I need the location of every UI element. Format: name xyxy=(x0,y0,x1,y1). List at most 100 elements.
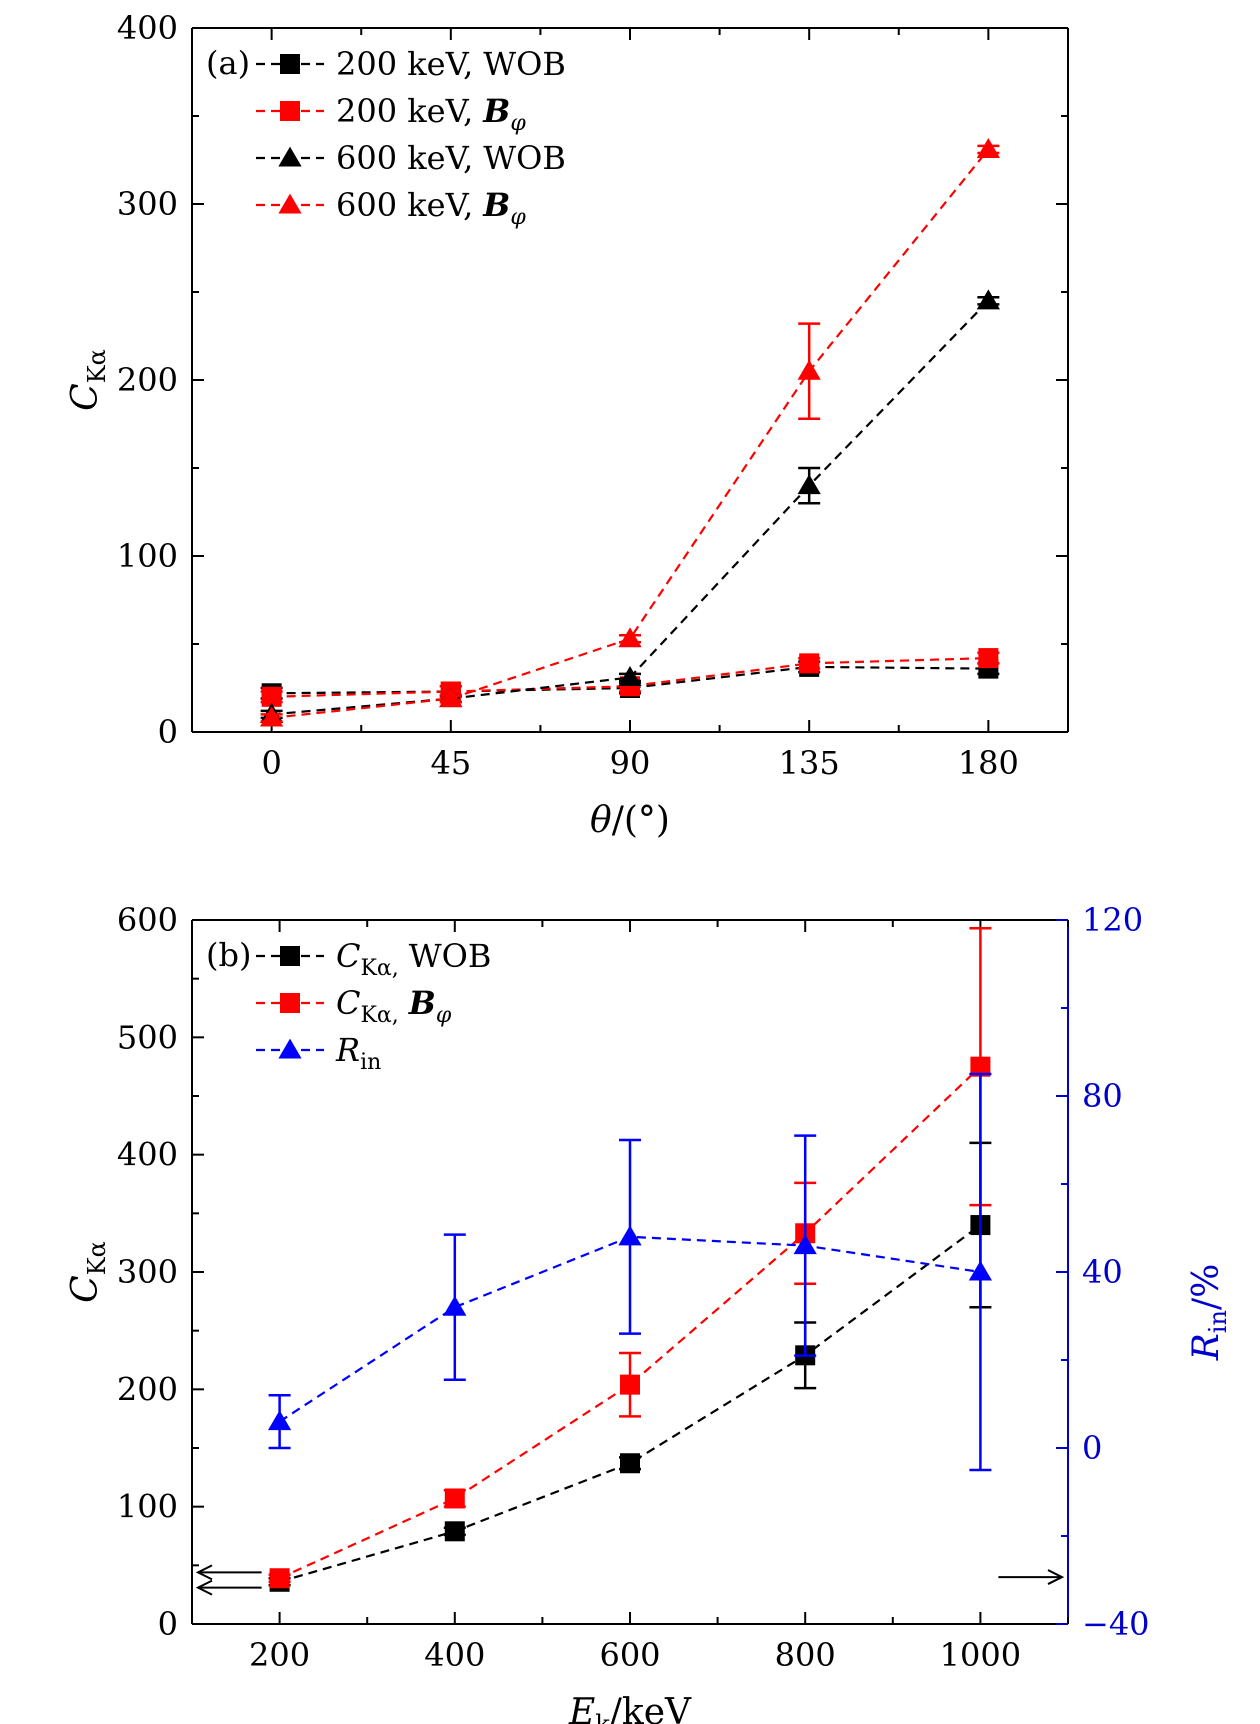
series-3 xyxy=(260,138,1000,727)
y2-tick-label: −40 xyxy=(1082,1605,1150,1643)
y2-axis-title: Rin/% xyxy=(1186,1264,1232,1362)
legend-marker xyxy=(280,54,300,74)
x-title-unit: /keV xyxy=(610,1692,692,1724)
legend-item: Rin xyxy=(256,1031,381,1075)
data-point xyxy=(797,474,821,495)
x-axis-title: Ek/keV xyxy=(568,1692,692,1724)
x-tick-label: 600 xyxy=(599,1636,660,1674)
legend-symbol: C xyxy=(336,984,360,1022)
legend-item: CKα, Bφ xyxy=(256,984,452,1028)
data-point xyxy=(976,289,1000,310)
legend-marker xyxy=(278,1038,302,1059)
legend-symbol: C xyxy=(336,937,360,975)
y-axis-title: CKα xyxy=(65,1241,111,1303)
legend-item: CKα, WOB xyxy=(256,937,491,981)
x-axis-title: θ/(°) xyxy=(590,800,670,841)
x-title-unit: /(°) xyxy=(612,800,670,841)
data-point xyxy=(968,1260,992,1281)
data-point xyxy=(620,1374,640,1395)
data-point xyxy=(444,1488,465,1509)
y-tick-label: 0 xyxy=(158,713,178,751)
data-point xyxy=(261,686,282,707)
series-line xyxy=(271,300,990,716)
y-title-symbol: C xyxy=(65,383,106,411)
y2-tick-label: 0 xyxy=(1082,1429,1102,1467)
x-tick-label: 45 xyxy=(430,744,471,782)
data-point xyxy=(799,653,820,674)
legend-subscript: φ xyxy=(510,205,526,230)
y-tick-label: 200 xyxy=(117,361,178,399)
series-line xyxy=(271,148,990,720)
legend-marker xyxy=(278,146,302,167)
data-point xyxy=(970,1056,991,1077)
y-tick-label: 0 xyxy=(158,1605,178,1643)
series-2 xyxy=(260,289,1000,723)
x-tick-label: 135 xyxy=(779,744,840,782)
legend-symbol: R xyxy=(335,1031,360,1069)
y-tick-label: 200 xyxy=(117,1370,178,1408)
y-tick-label: 600 xyxy=(117,901,178,939)
x-tick-label: 90 xyxy=(610,744,651,782)
y-tick-label: 400 xyxy=(117,1136,178,1174)
legend-item: 200 keV, Bφ xyxy=(256,92,526,136)
y2-tick-label: 80 xyxy=(1082,1077,1123,1115)
x-tick-label: 800 xyxy=(775,1636,836,1674)
y2-title-unit: /% xyxy=(1186,1264,1227,1310)
legend-energy: 600 keV, xyxy=(336,186,473,224)
legend-subscript: φ xyxy=(436,1003,452,1028)
x-tick-label: 1000 xyxy=(940,1636,1021,1674)
data-point xyxy=(618,627,642,648)
legend-subscript: φ xyxy=(510,111,526,136)
y2-title-symbol: R xyxy=(1186,1333,1227,1361)
legend-symbol: B xyxy=(482,92,510,130)
x-tick-label: 200 xyxy=(249,1636,310,1674)
legend-label: Rin xyxy=(335,1031,381,1075)
legend-marker xyxy=(278,193,302,214)
legend-item: 600 keV, Bφ xyxy=(256,186,526,230)
y-title-sub: Kα xyxy=(83,1241,111,1275)
data-point xyxy=(260,706,284,727)
data-point xyxy=(618,1225,642,1246)
series-line xyxy=(279,1224,982,1583)
legend-label: 600 keV, Bφ xyxy=(336,186,526,230)
y2-tick-label: 40 xyxy=(1082,1253,1123,1291)
x-tick-label: 400 xyxy=(424,1636,485,1674)
legend-condition: WOB xyxy=(483,139,566,177)
legend-subscript: Kα, xyxy=(360,956,398,981)
legend-label: CKα, WOB xyxy=(336,937,491,981)
data-point xyxy=(439,687,463,708)
legend-energy: 600 keV, xyxy=(336,139,473,177)
y-title-symbol: C xyxy=(65,1275,106,1303)
series-line xyxy=(279,1065,982,1580)
legend-label: CKα, Bφ xyxy=(336,984,452,1028)
series-2 xyxy=(268,1072,992,1472)
y-tick-label: 100 xyxy=(117,537,178,575)
legend-marker xyxy=(280,946,300,966)
x-tick-label: 180 xyxy=(958,744,1019,782)
legend-label: 200 keV, Bφ xyxy=(336,92,526,136)
legend-marker xyxy=(280,993,300,1013)
legend-symbol: B xyxy=(482,186,510,224)
y2-tick-label: 120 xyxy=(1082,901,1143,939)
data-point xyxy=(443,1295,467,1316)
legend-label: 200 keV, WOB xyxy=(336,45,566,83)
legend-symbol-bold: B xyxy=(408,984,436,1022)
data-point xyxy=(268,1410,292,1431)
y-tick-label: 500 xyxy=(117,1018,178,1056)
data-point xyxy=(618,666,642,686)
y-title-sub: Kα xyxy=(83,349,111,383)
axis-arrow-head xyxy=(195,1579,213,1596)
data-point xyxy=(978,648,999,669)
y-tick-label: 100 xyxy=(117,1488,178,1526)
y-tick-label: 300 xyxy=(117,1253,178,1291)
y-tick-label: 300 xyxy=(117,185,178,223)
legend-energy: 200 keV, xyxy=(336,45,473,83)
x-tick-label: 0 xyxy=(261,744,281,782)
panel-label: (a) xyxy=(206,44,250,82)
y2-title-sub: in xyxy=(1204,1310,1232,1333)
legend-energy: 200 keV, xyxy=(336,92,473,130)
panel-b-chart: 200 400 600 800 1000 0 100 200 300 400 500 600 −40 0 4… xyxy=(65,901,1232,1724)
legend-marker xyxy=(280,101,300,121)
